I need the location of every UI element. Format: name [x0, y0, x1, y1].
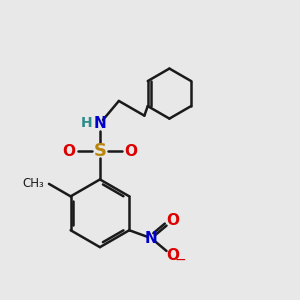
Text: CH₃: CH₃	[22, 177, 44, 190]
Text: O: O	[167, 213, 179, 228]
Text: N: N	[145, 231, 158, 246]
Text: O: O	[62, 144, 76, 159]
Text: O: O	[124, 144, 137, 159]
Text: −: −	[174, 253, 186, 267]
Text: N: N	[94, 116, 106, 131]
Text: H: H	[81, 116, 92, 130]
Text: O: O	[167, 248, 179, 263]
Text: S: S	[93, 142, 106, 160]
